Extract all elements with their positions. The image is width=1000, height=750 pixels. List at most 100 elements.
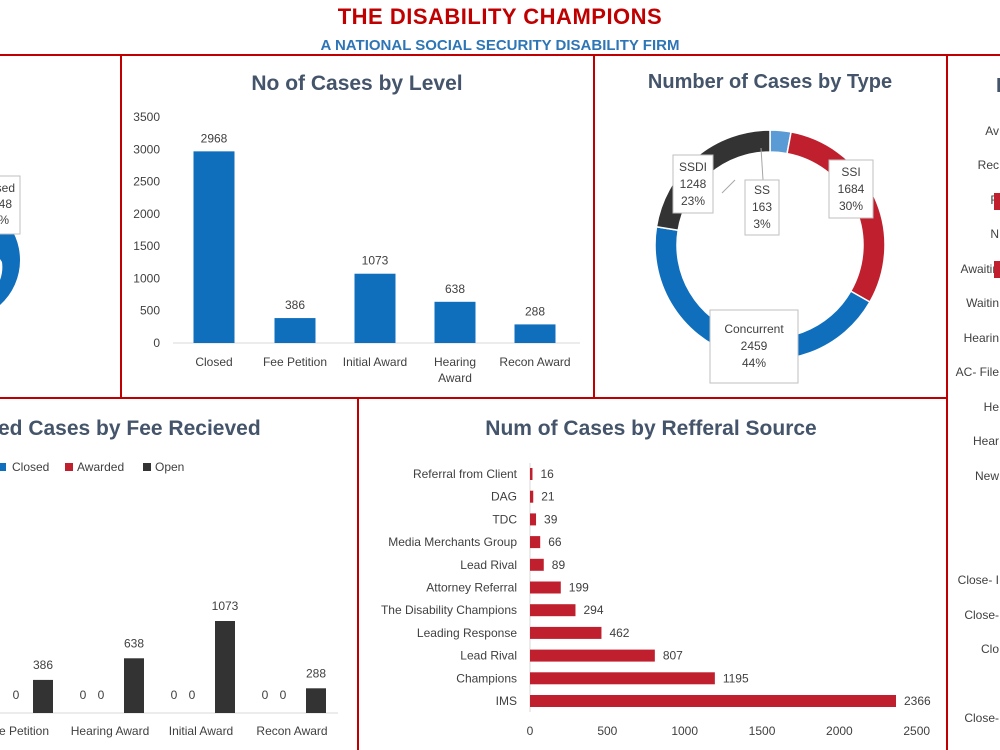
- referral-bar: [530, 604, 576, 617]
- level-bar: [274, 318, 316, 343]
- referral-value-label: 39: [544, 512, 558, 526]
- fee-category-label: e Petition: [0, 724, 49, 738]
- level-value-label: 638: [445, 282, 465, 296]
- callout-leader-ss: [760, 147, 764, 181]
- fee-value-label: 0: [189, 688, 196, 702]
- referral-bar: [530, 672, 715, 685]
- fee-value-label: 386: [33, 658, 53, 672]
- fee-value-label: 288: [306, 666, 326, 680]
- callout-box-ss: [744, 179, 780, 236]
- partial-donut-left-label-1: sed: [0, 181, 15, 195]
- referral-category-label: Lead Rival: [460, 649, 517, 663]
- legend-label-closed: Closed: [12, 460, 49, 474]
- callout-concurrent-name: Concurrent: [724, 322, 784, 336]
- referral-xtick-label: 2000: [826, 724, 853, 738]
- callout-ssi-pct: 30%: [839, 199, 863, 213]
- dashboard-subtitle: A NATIONAL SOCIAL SECURITY DISABILITY FI…: [320, 37, 680, 54]
- dashboard-title: THE DISABILITY CHAMPIONS: [337, 4, 663, 29]
- referral-value-label: 294: [583, 603, 603, 617]
- fee-value-label: 0: [171, 688, 178, 702]
- level-category-label: Fee Petition: [263, 355, 327, 369]
- referral-bar: [530, 468, 533, 480]
- fee-value-label: 0: [262, 688, 269, 702]
- referral-xtick-label: 1000: [671, 724, 698, 738]
- partial-right-label: N: [990, 227, 999, 241]
- callout-ss-value: 163: [752, 200, 772, 214]
- chart-cases-by-referral: Num of Cases by Refferal Source Referral…: [381, 417, 931, 738]
- fee-bar-open: [215, 621, 235, 713]
- partial-right-label: Awaitin: [961, 262, 999, 276]
- partial-right-label: Rec: [978, 158, 999, 172]
- legend-label-awarded: Awarded: [77, 460, 124, 474]
- callout-ssdi-value: 1248: [680, 177, 707, 191]
- callout-ss-pct: 3%: [753, 217, 771, 231]
- referral-bar: [530, 513, 537, 526]
- referral-xtick-label: 2500: [903, 724, 930, 738]
- fee-value-label: 0: [80, 688, 87, 702]
- partial-right-title: I: [996, 75, 1000, 97]
- level-ytick-label: 1000: [133, 271, 160, 285]
- level-bar: [193, 151, 235, 343]
- level-category-label: Recon Award: [499, 355, 570, 369]
- level-bar: [514, 324, 556, 343]
- referral-category-label: DAG: [491, 490, 517, 504]
- level-ytick-label: 2000: [133, 207, 160, 221]
- fee-value-label: 1073: [212, 599, 239, 613]
- referral-bar: [530, 581, 561, 594]
- chart-cases-by-type: Number of Cases by Type SSDI 1248 23% SS…: [648, 71, 892, 384]
- callout-ssi-value: 1684: [838, 182, 865, 196]
- level-value-label: 1073: [362, 254, 389, 268]
- fee-bar-open: [33, 679, 53, 713]
- fee-category-label: Hearing Award: [71, 724, 150, 738]
- level-ytick-label: 2500: [133, 175, 160, 189]
- frame-top-right: [593, 54, 948, 56]
- level-ytick-label: 500: [140, 304, 160, 318]
- referral-bar: [530, 490, 534, 503]
- referral-bar: [530, 536, 541, 549]
- frame-divider-4: [357, 397, 359, 750]
- legend-swatch-awarded: [65, 463, 73, 471]
- callout-concurrent-value: 2459: [741, 339, 768, 353]
- fee-bar-open: [306, 688, 326, 713]
- partial-right-label: AC- File: [956, 365, 1000, 379]
- partial-right-label: Hear: [973, 434, 999, 448]
- partial-donut-left: sed 48 %: [0, 175, 21, 305]
- referral-bar: [530, 558, 544, 571]
- referral-category-label: Attorney Referral: [426, 581, 517, 595]
- partial-right-label: New: [975, 469, 999, 483]
- chart-cases-by-fee: ed Cases by Fee Recieved Closed Awarded …: [0, 417, 338, 738]
- fee-category-label: Initial Award: [169, 724, 233, 738]
- referral-xtick-label: 1500: [749, 724, 776, 738]
- referral-category-label: Leading Response: [417, 626, 517, 640]
- callout-box-concurrent: [709, 309, 799, 384]
- partial-donut-left-arc: [0, 215, 21, 305]
- level-category-label: Initial Award: [343, 355, 407, 369]
- partial-right-bar-1: [994, 193, 1000, 210]
- chart-cases-by-level: No of Cases by Level 0 500 1000 1500 2000 250…: [133, 72, 580, 385]
- referral-category-label: IMS: [496, 694, 517, 708]
- referral-bar: [530, 695, 896, 707]
- frame-divider-1: [120, 54, 122, 398]
- level-category-label: Closed: [195, 355, 232, 369]
- referral-value-label: 2366: [904, 694, 931, 708]
- fee-value-label: 0: [98, 688, 105, 702]
- partial-right-bar-2: [994, 261, 1000, 278]
- fee-bar-open: [124, 658, 144, 713]
- callout-ssi-name: SSI: [841, 165, 860, 179]
- referral-xtick-label: 0: [527, 724, 534, 738]
- level-ytick-label: 3500: [133, 110, 160, 124]
- callout-ss-name: SS: [754, 183, 770, 197]
- chart-type-title: Number of Cases by Type: [648, 71, 892, 93]
- referral-value-label: 16: [540, 467, 554, 481]
- frame-divider-3: [946, 54, 948, 750]
- level-category-label: Award: [438, 371, 472, 385]
- referral-bar: [530, 626, 602, 639]
- partial-donut-left-label-2: 48: [0, 197, 12, 211]
- referral-category-label: Media Merchants Group: [388, 535, 517, 549]
- fee-value-label: 0: [13, 688, 20, 702]
- level-ytick-label: 3000: [133, 142, 160, 156]
- referral-bar: [530, 649, 655, 662]
- level-category-label: Hearing: [434, 355, 476, 369]
- partial-right-label: Close-: [964, 608, 999, 622]
